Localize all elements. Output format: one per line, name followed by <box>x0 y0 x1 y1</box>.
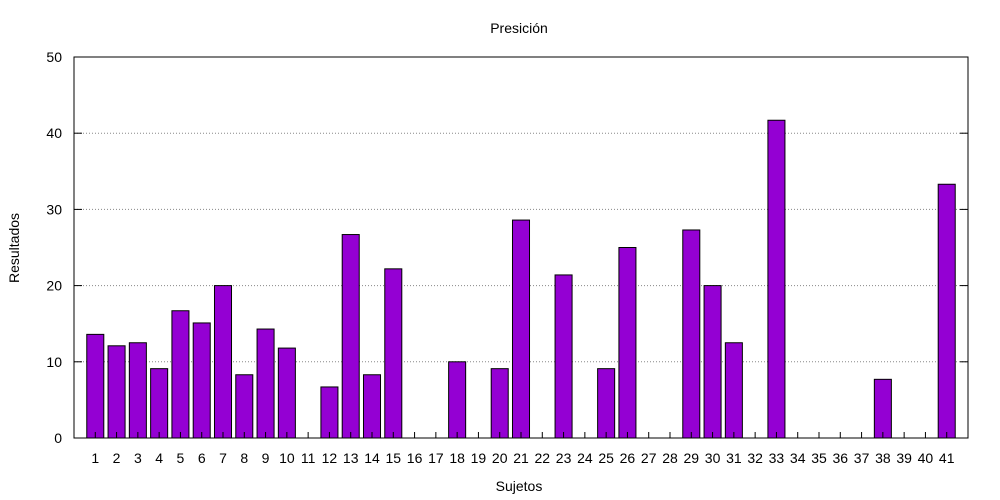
x-tick-label: 23 <box>556 450 572 466</box>
chart-title: Presición <box>490 20 548 36</box>
x-tick-label: 20 <box>492 450 508 466</box>
x-tick-label: 38 <box>875 450 891 466</box>
bar-sujeto-2 <box>107 345 126 439</box>
x-tick-label: 15 <box>385 450 401 466</box>
x-tick-label: 40 <box>918 450 934 466</box>
x-tick-label: 31 <box>726 450 742 466</box>
bar-sujeto-18 <box>448 361 467 439</box>
x-tick-label: 11 <box>301 450 316 466</box>
bar-sujeto-12 <box>320 386 339 439</box>
bar-sujeto-29 <box>682 229 701 439</box>
y-axis-ticks: 0 10 20 30 40 50 <box>46 49 968 446</box>
x-tick-label: 17 <box>428 450 444 466</box>
y-tick-label: 10 <box>46 354 62 370</box>
x-tick-label: 39 <box>896 450 912 466</box>
x-tick-label: 24 <box>577 450 593 466</box>
bar-sujeto-10 <box>277 347 296 439</box>
bar-sujeto-4 <box>150 368 169 439</box>
x-tick-label: 21 <box>513 450 529 466</box>
x-tick-label: 10 <box>279 450 295 466</box>
x-tick-label: 9 <box>262 450 270 466</box>
x-tick-label: 13 <box>343 450 359 466</box>
bar-sujeto-15 <box>384 268 403 439</box>
y-tick-label: 20 <box>46 278 62 294</box>
x-tick-label: 19 <box>471 450 487 466</box>
x-tick-label: 8 <box>240 450 248 466</box>
bar-sujeto-5 <box>171 310 190 439</box>
y-tick-label: 50 <box>46 49 62 65</box>
x-tick-label: 12 <box>322 450 338 466</box>
x-tick-label: 36 <box>832 450 848 466</box>
x-tick-label: 30 <box>705 450 721 466</box>
y-tick-label: 0 <box>54 430 62 446</box>
bar-sujeto-26 <box>618 247 637 439</box>
bar-sujeto-23 <box>554 274 573 439</box>
x-tick-label: 18 <box>449 450 465 466</box>
bar-sujeto-9 <box>256 328 275 439</box>
y-tick-label: 40 <box>46 125 62 141</box>
bar-sujeto-33 <box>767 119 786 439</box>
x-tick-label: 3 <box>134 450 142 466</box>
x-tick-label: 7 <box>219 450 227 466</box>
bars <box>86 119 956 439</box>
bar-sujeto-20 <box>490 368 509 439</box>
x-tick-label: 33 <box>769 450 785 466</box>
x-tick-label: 6 <box>198 450 206 466</box>
x-tick-label: 37 <box>854 450 870 466</box>
x-tick-label: 1 <box>91 450 99 466</box>
y-axis-title: Resultados <box>6 213 22 283</box>
x-tick-label: 14 <box>364 450 380 466</box>
x-tick-label: 4 <box>155 450 163 466</box>
bar-sujeto-38 <box>873 378 892 439</box>
bar-sujeto-30 <box>703 285 722 439</box>
bar-sujeto-3 <box>128 342 147 439</box>
x-tick-label: 34 <box>790 450 806 466</box>
bar-sujeto-8 <box>235 374 254 439</box>
x-tick-label: 16 <box>407 450 423 466</box>
x-tick-label: 28 <box>662 450 678 466</box>
x-tick-label: 22 <box>534 450 550 466</box>
bar-sujeto-25 <box>597 368 616 439</box>
x-tick-label: 5 <box>177 450 185 466</box>
bar-sujeto-1 <box>86 333 105 439</box>
bar-sujeto-6 <box>192 322 211 439</box>
bar-sujeto-31 <box>724 342 743 439</box>
x-tick-label: 25 <box>598 450 614 466</box>
x-tick-label: 32 <box>747 450 763 466</box>
x-tick-label: 41 <box>939 450 955 466</box>
x-tick-label: 35 <box>811 450 827 466</box>
bar-sujeto-21 <box>511 219 531 439</box>
bar-sujeto-13 <box>341 234 360 439</box>
x-tick-label: 27 <box>641 450 657 466</box>
x-axis-title: Sujetos <box>496 478 543 494</box>
x-tick-label: 2 <box>113 450 121 466</box>
y-tick-label: 30 <box>46 201 62 217</box>
x-axis-ticks: 1 2 3 4 5 6 7 8 9 10 11 12 13 14 15 16 17 18 19 20 21 22 23 24 2… <box>91 432 955 466</box>
bar-sujeto-41 <box>937 183 956 439</box>
x-tick-label: 29 <box>683 450 699 466</box>
bar-sujeto-14 <box>362 374 382 439</box>
bar-sujeto-7 <box>213 285 233 439</box>
x-tick-label: 26 <box>620 450 636 466</box>
